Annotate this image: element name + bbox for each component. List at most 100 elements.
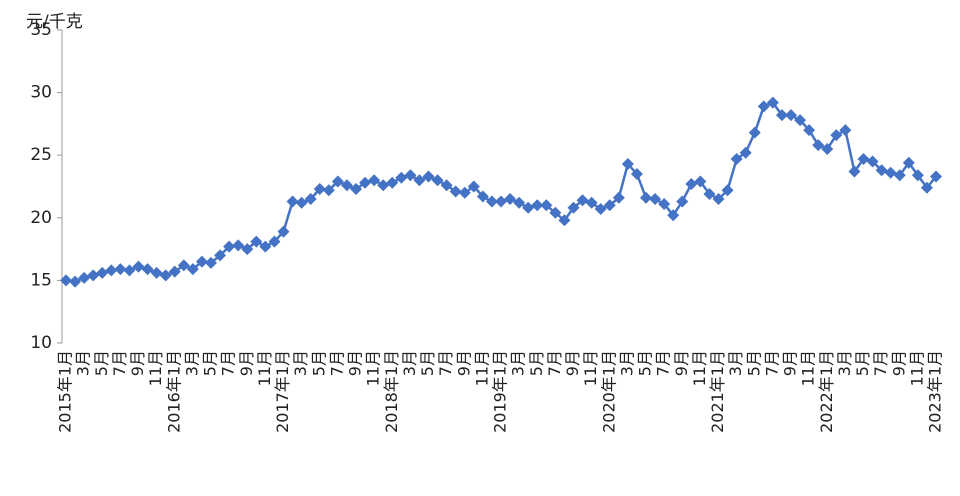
data-marker bbox=[241, 243, 254, 256]
y-tick-label: 30 bbox=[30, 83, 52, 103]
data-marker bbox=[395, 171, 408, 184]
data-marker bbox=[848, 165, 861, 178]
data-marker bbox=[485, 195, 498, 208]
data-marker bbox=[712, 193, 725, 206]
x-tick-label: 2019年1月 bbox=[491, 350, 510, 433]
data-marker bbox=[232, 239, 245, 252]
y-tick-label: 35 bbox=[30, 20, 52, 40]
x-tick-label: 5月 bbox=[527, 350, 546, 376]
data-marker bbox=[214, 249, 227, 262]
x-tick-label: 7月 bbox=[327, 350, 346, 376]
data-marker bbox=[304, 193, 317, 206]
y-tick-label: 15 bbox=[30, 270, 52, 290]
x-tick-label: 3月 bbox=[617, 350, 636, 376]
y-tick-label: 20 bbox=[30, 208, 52, 228]
data-marker bbox=[413, 174, 426, 187]
x-tick-label: 7月 bbox=[110, 350, 129, 376]
x-tick-label: 11月 bbox=[690, 350, 709, 386]
data-marker bbox=[730, 152, 743, 165]
data-marker bbox=[630, 167, 643, 180]
data-marker bbox=[766, 96, 779, 109]
data-marker bbox=[893, 169, 906, 182]
data-marker bbox=[87, 269, 100, 282]
data-marker bbox=[721, 184, 734, 197]
x-tick-label: 11月 bbox=[581, 350, 600, 386]
data-marker bbox=[567, 201, 580, 214]
data-marker bbox=[558, 214, 571, 227]
data-marker bbox=[531, 199, 544, 212]
data-marker bbox=[150, 266, 163, 279]
data-marker bbox=[821, 142, 834, 155]
x-tick-label: 9月 bbox=[237, 350, 256, 376]
x-tick-label: 3月 bbox=[835, 350, 854, 376]
y-tick-label: 25 bbox=[30, 145, 52, 165]
data-marker bbox=[313, 183, 326, 196]
data-marker bbox=[812, 139, 825, 152]
data-marker bbox=[621, 157, 634, 170]
data-marker bbox=[667, 209, 680, 222]
data-marker bbox=[123, 264, 136, 277]
data-marker bbox=[286, 195, 299, 208]
data-marker bbox=[458, 186, 471, 199]
data-marker bbox=[757, 100, 770, 113]
x-tick-label: 9月 bbox=[128, 350, 147, 376]
data-marker bbox=[594, 203, 607, 216]
x-tick-label: 2018年1月 bbox=[382, 350, 401, 433]
data-marker bbox=[114, 263, 127, 276]
data-marker bbox=[223, 240, 236, 253]
x-tick-label: 5月 bbox=[636, 350, 655, 376]
x-tick-label: 3月 bbox=[291, 350, 310, 376]
data-marker bbox=[132, 260, 145, 273]
data-marker bbox=[368, 174, 381, 187]
data-marker bbox=[748, 126, 761, 139]
data-marker bbox=[105, 264, 118, 277]
data-marker bbox=[920, 181, 933, 194]
x-tick-label: 3月 bbox=[509, 350, 528, 376]
x-tick-label: 5月 bbox=[418, 350, 437, 376]
x-tick-label: 9月 bbox=[454, 350, 473, 376]
x-tick-label: 3月 bbox=[726, 350, 745, 376]
data-marker bbox=[902, 156, 915, 169]
data-marker bbox=[350, 183, 362, 196]
data-marker bbox=[875, 164, 888, 177]
x-tick-label: 11月 bbox=[255, 350, 274, 386]
x-tick-label: 2023年1月 bbox=[926, 350, 945, 433]
x-tick-label: 7月 bbox=[762, 350, 781, 376]
data-marker bbox=[386, 176, 399, 189]
x-tick-label: 3月 bbox=[400, 350, 419, 376]
data-marker bbox=[205, 256, 217, 269]
x-tick-label: 11月 bbox=[907, 350, 926, 386]
data-marker bbox=[649, 193, 662, 206]
data-marker bbox=[495, 195, 507, 208]
data-marker bbox=[331, 175, 344, 188]
x-tick-label: 9月 bbox=[563, 350, 582, 376]
data-marker bbox=[775, 109, 788, 122]
x-tick-label: 2021年1月 bbox=[708, 350, 727, 433]
data-marker bbox=[703, 188, 716, 201]
x-tick-label: 2017年1月 bbox=[273, 350, 292, 433]
data-marker bbox=[794, 114, 807, 127]
data-marker bbox=[177, 259, 190, 272]
data-marker bbox=[866, 155, 879, 168]
data-marker bbox=[78, 271, 91, 284]
data-marker bbox=[576, 194, 589, 207]
data-marker bbox=[603, 199, 616, 212]
data-marker bbox=[540, 199, 553, 212]
data-marker bbox=[930, 170, 942, 183]
data-marker bbox=[522, 201, 535, 214]
data-marker bbox=[658, 198, 671, 211]
data-marker bbox=[549, 206, 562, 219]
data-marker bbox=[141, 263, 154, 276]
data-marker bbox=[322, 184, 335, 197]
x-tick-label: 11月 bbox=[472, 350, 491, 386]
x-tick-label: 2015年1月 bbox=[56, 350, 75, 433]
data-marker bbox=[340, 179, 353, 192]
x-tick-label: 9月 bbox=[672, 350, 691, 376]
y-axis-label: 元/千克 bbox=[26, 12, 83, 32]
data-marker bbox=[884, 166, 897, 179]
data-marker bbox=[585, 196, 598, 209]
data-marker bbox=[60, 274, 72, 287]
data-marker bbox=[467, 180, 480, 193]
data-marker bbox=[440, 179, 453, 192]
